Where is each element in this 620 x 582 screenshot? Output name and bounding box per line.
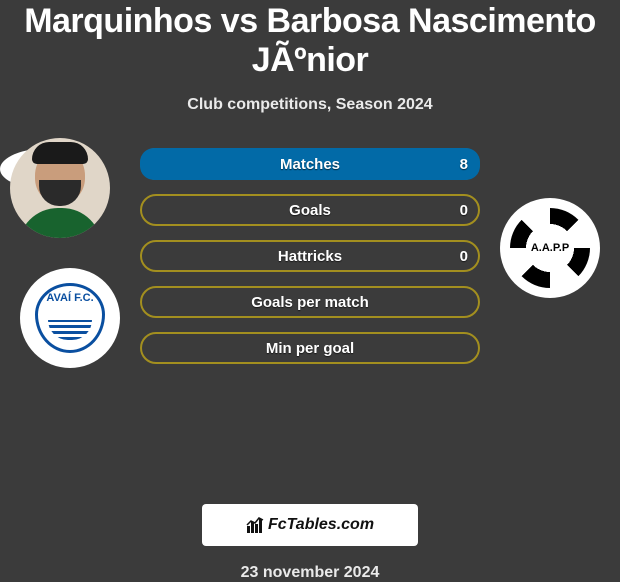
subtitle: Club competitions, Season 2024 bbox=[0, 96, 620, 114]
stat-row: Min per goal bbox=[140, 332, 480, 364]
stat-row: 0Hattricks bbox=[140, 240, 480, 272]
player-left-photo bbox=[10, 138, 110, 238]
stat-row: 8Matches bbox=[140, 148, 480, 180]
stat-label: Goals per match bbox=[140, 286, 480, 318]
stat-row: Goals per match bbox=[140, 286, 480, 318]
stat-label: Hattricks bbox=[140, 240, 480, 272]
chart-icon bbox=[246, 516, 264, 534]
source-label: FcTables.com bbox=[268, 516, 374, 534]
stats-list: 8Matches 0Goals 0Hattricks Goals per match M… bbox=[140, 148, 480, 364]
page-title: Marquinhos vs Barbosa Nascimento JÃºnior bbox=[0, 2, 620, 80]
stat-label: Matches bbox=[140, 148, 480, 180]
club-right-badge: A.A.P.P bbox=[500, 198, 600, 298]
comparison-card: Marquinhos vs Barbosa Nascimento JÃºnior… bbox=[0, 0, 620, 580]
date-label: 23 november 2024 bbox=[0, 564, 620, 582]
source-badge: FcTables.com bbox=[202, 504, 418, 546]
comparison-body: AVAÍ F.C. A.A.P.P 8Matches 0Goals 0Hattric… bbox=[0, 148, 620, 488]
stat-label: Goals bbox=[140, 194, 480, 226]
club-left-badge: AVAÍ F.C. bbox=[20, 268, 120, 368]
stat-row: 0Goals bbox=[140, 194, 480, 226]
stat-label: Min per goal bbox=[140, 332, 480, 364]
